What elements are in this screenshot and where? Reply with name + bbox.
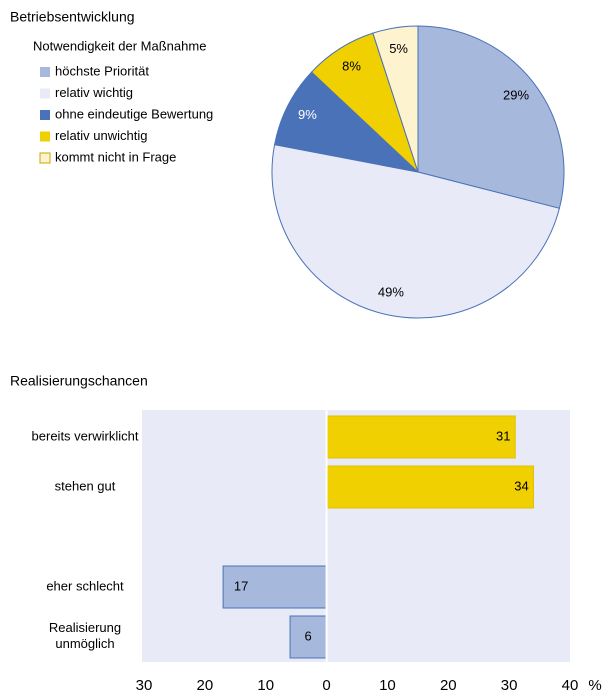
legend-swatch: [40, 88, 50, 99]
x-tick-label: 30: [136, 677, 153, 693]
pie-title: Betriebsentwicklung: [10, 9, 135, 25]
bar-label: 6: [304, 628, 311, 643]
bar-label: 34: [514, 478, 528, 493]
legend-swatch: [40, 110, 50, 120]
bar: [326, 465, 534, 509]
slice-label: 49%: [378, 285, 404, 300]
bar: [222, 565, 328, 609]
bar: [289, 615, 328, 659]
slice-label: 9%: [298, 107, 317, 122]
legend-label: ohne eindeutige Bewertung: [55, 106, 213, 121]
legend-label: höchste Priorität: [55, 63, 149, 78]
pie-slice: [417, 25, 565, 209]
slice-label: 29%: [503, 87, 529, 102]
legend-label: relativ wichtig: [55, 85, 133, 100]
legend-swatch: [40, 131, 50, 142]
slice-label: 8%: [342, 59, 361, 74]
legend-swatch: [39, 152, 51, 164]
pie-slice: [271, 144, 561, 319]
slice-label: 5%: [389, 41, 408, 56]
x-tick-label: 10: [379, 677, 396, 693]
bar: [326, 415, 516, 459]
x-tick-label: 30: [501, 677, 518, 693]
legend-title: Notwendigkeit der Maßnahme: [33, 38, 206, 53]
legend-label: relativ unwichtig: [55, 128, 148, 143]
x-tick-label: 40: [562, 677, 579, 693]
x-axis-label: %: [588, 677, 601, 693]
pie-slice: [274, 71, 420, 173]
x-tick-label: 20: [197, 677, 214, 693]
x-tick-label: 10: [257, 677, 274, 693]
x-tick-label: 20: [440, 677, 457, 693]
y-tick-label: eher schlecht: [46, 578, 124, 593]
x-tick-label: 0: [322, 677, 330, 693]
y-tick-label: Realisierung unmöglich: [49, 620, 121, 651]
pie-slice: [372, 25, 419, 173]
bar-label: 31: [496, 428, 510, 443]
bar-title: Realisierungschancen: [10, 373, 148, 389]
y-tick-label: stehen gut: [55, 478, 116, 493]
legend-label: kommt nicht in Frage: [55, 149, 176, 164]
bar-label: 17: [234, 578, 248, 593]
legend-swatch: [40, 67, 50, 77]
y-tick-label: bereits verwirklicht: [32, 428, 139, 443]
